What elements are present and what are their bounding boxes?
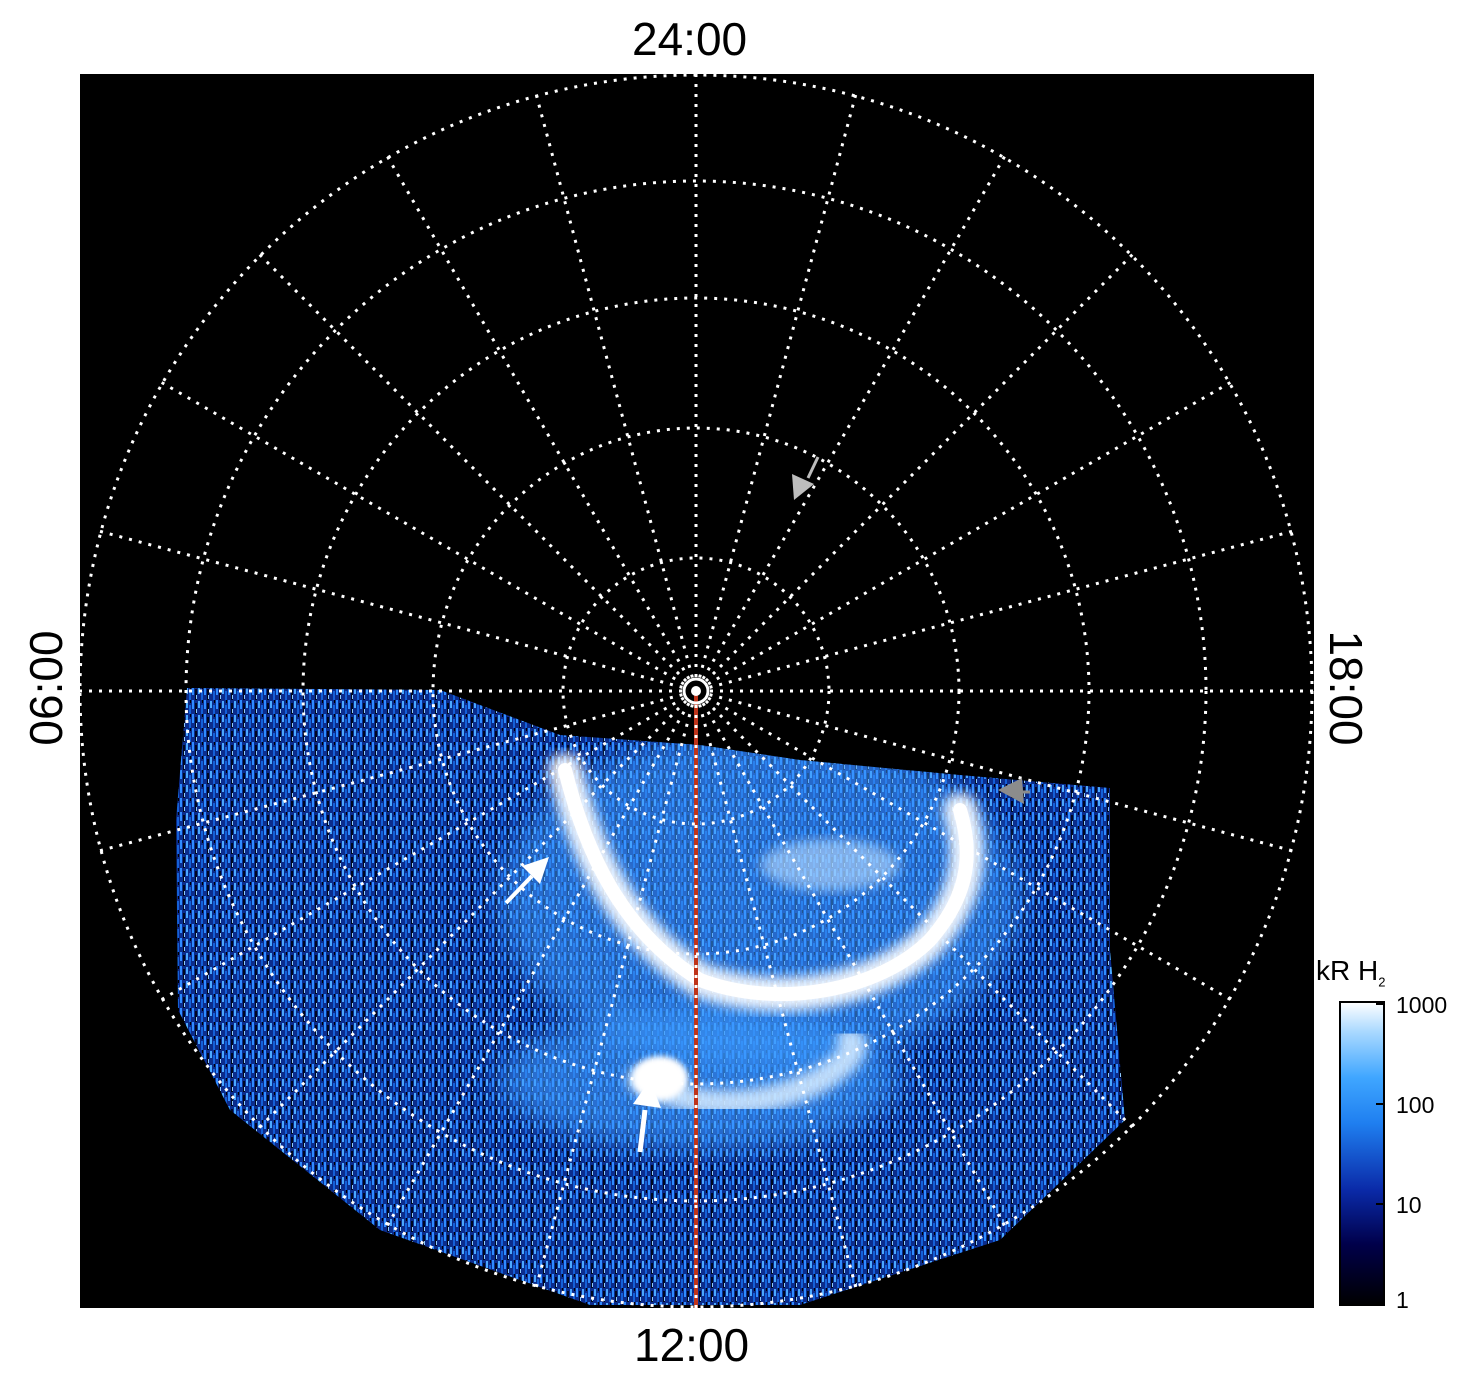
local-time-meridian [534, 91, 694, 678]
local-time-meridian [534, 704, 694, 1291]
colorbar-tick-label: 1000 [1396, 992, 1448, 1018]
white-arrow-dawn [504, 857, 549, 905]
grey-arrow-dusk [998, 778, 1030, 804]
white-arrow-noon [633, 1080, 661, 1153]
colorbar-tick-label: 10 [1396, 1192, 1422, 1218]
pole-marker [682, 677, 710, 705]
local-time-meridian [704, 251, 1136, 683]
local-time-meridian [707, 379, 1234, 686]
latitude-circle [184, 179, 1208, 1203]
local-time-meridian [96, 693, 683, 853]
local-time-meridian [256, 699, 688, 1131]
local-time-label-dusk: 18:00 [1320, 630, 1372, 746]
local-time-meridian [698, 704, 858, 1291]
local-time-meridian [709, 693, 1296, 853]
local-time-meridian [384, 153, 691, 680]
local-time-meridian [701, 702, 1008, 1229]
local-time-meridian [256, 251, 688, 683]
local-time-meridian [704, 699, 1136, 1131]
latitude-circle [301, 296, 1091, 1086]
local-time-meridian [701, 153, 1008, 680]
local-time-meridian [384, 702, 691, 1229]
colorbar [1339, 1001, 1385, 1306]
colorbar-tick-label: 1 [1396, 1287, 1409, 1313]
local-time-meridian [96, 529, 683, 689]
colorbar-title: kR H2 [1316, 955, 1385, 990]
polar-grid [80, 74, 1314, 1308]
local-time-meridian [158, 696, 685, 1003]
colorbar-tick-label: 100 [1396, 1092, 1435, 1118]
aurora-image [176, 688, 1125, 1305]
latitude-circle [431, 426, 961, 956]
colorbar-ticks [1376, 1003, 1384, 1304]
local-time-meridian [709, 529, 1296, 689]
local-time-label-midnight: 24:00 [632, 13, 748, 65]
colorbar-title-subscript: 2 [1378, 974, 1386, 990]
latitude-circle [561, 556, 831, 826]
local-time-label-noon: 12:00 [634, 1319, 750, 1371]
colorbar-title-text: kR H [1316, 955, 1379, 986]
local-time-meridian [698, 91, 858, 678]
local-time-label-dawn: 06:00 [20, 630, 72, 746]
grey-arrow-midnight [792, 456, 820, 500]
local-time-meridian [158, 379, 685, 686]
local-time-meridian [707, 696, 1234, 1003]
